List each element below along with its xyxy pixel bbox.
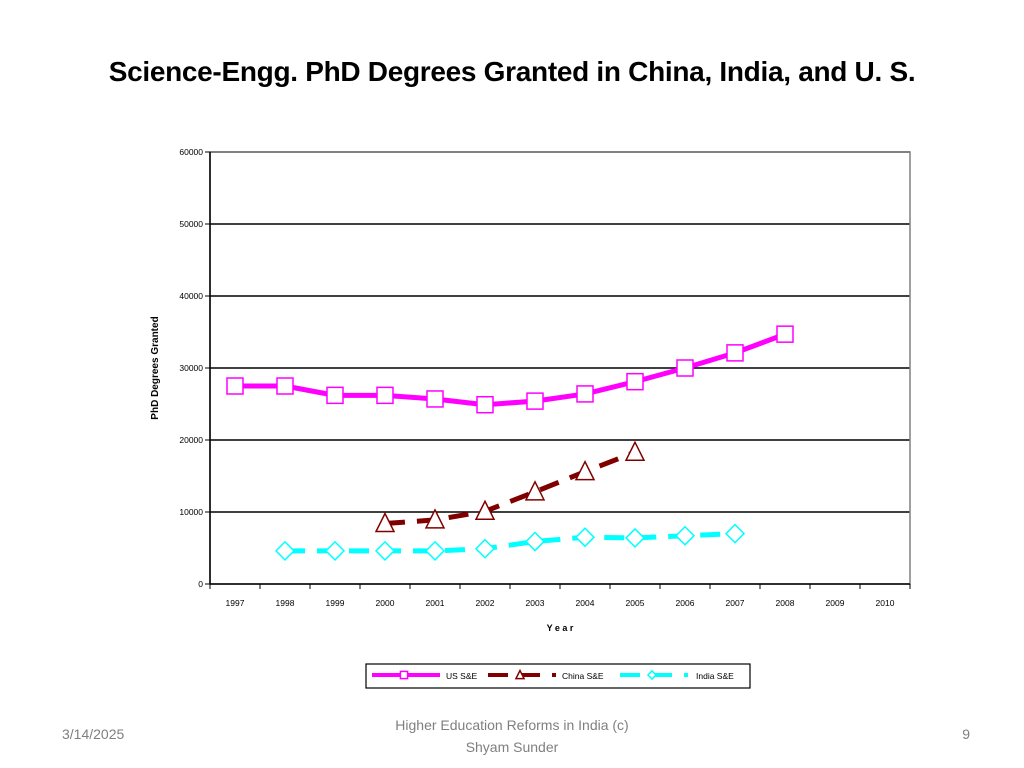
y-tick-label: 20000 (179, 435, 203, 445)
marker-diamond (724, 523, 746, 544)
series-us-s-e (226, 325, 794, 414)
marker-diamond (646, 669, 658, 681)
y-tick-label: 40000 (179, 291, 203, 301)
marker-triangle (514, 668, 526, 680)
page-number: 9 (962, 726, 970, 742)
axis-labels: 0 10000 20000 30000 40000 50000 60000 1997 1998 1… (150, 147, 895, 633)
legend-item: China S&E (488, 668, 604, 681)
y-tick-label: 10000 (179, 507, 203, 517)
footer-date: 3/14/2025 (62, 726, 125, 742)
marker-triangle (474, 499, 496, 521)
x-tick-label: 2000 (376, 598, 395, 608)
x-tick-label: 2005 (626, 598, 645, 608)
x-tick-label: 1998 (276, 598, 295, 608)
x-tick-label: 2007 (726, 598, 745, 608)
marker-diamond (374, 540, 396, 561)
marker-diamond (474, 538, 496, 559)
series-line (285, 531, 736, 554)
x-tick-label: 2001 (426, 598, 445, 608)
x-tick-label: 1999 (326, 598, 345, 608)
marker-square (399, 670, 409, 680)
footer-title-line: Higher Education Reforms in India (c) (395, 717, 629, 733)
series-india-s-e (274, 523, 746, 561)
legend-label: US S&E (446, 671, 478, 681)
marker-diamond (574, 527, 596, 548)
marker-diamond (624, 527, 646, 548)
y-tick-label: 0 (198, 579, 203, 589)
legend: US S&E China S&E India S&E (365, 663, 751, 689)
x-tick-label: 2006 (676, 598, 695, 608)
x-axis-title: Y e a r (547, 623, 574, 633)
marker-triangle (574, 460, 596, 481)
legend-label: China S&E (562, 671, 604, 681)
marker-triangle (524, 480, 546, 501)
slide-title: Science-Engg. PhD Degrees Granted in Chi… (108, 56, 916, 87)
marker-square (576, 385, 594, 403)
series-china-s-e (374, 440, 646, 533)
legend-item: US S&E (372, 670, 478, 681)
marker-diamond (324, 540, 346, 561)
footer-author-line: Shyam Sunder (465, 739, 559, 755)
marker-square (326, 386, 344, 405)
x-tick-label: 2010 (876, 598, 895, 608)
marker-triangle (374, 511, 396, 533)
legend-item: India S&E (620, 669, 734, 681)
marker-diamond (674, 525, 696, 546)
marker-square (376, 386, 394, 405)
marker-diamond (524, 531, 546, 552)
line-chart: 0 10000 20000 30000 40000 50000 60000 1997 1998 1… (150, 147, 911, 689)
marker-square (226, 377, 244, 395)
marker-diamond (274, 540, 296, 561)
marker-diamond (424, 540, 446, 561)
x-tick-label: 1997 (226, 598, 245, 608)
axes (205, 151, 911, 589)
legend-label: India S&E (696, 671, 734, 681)
x-tick-label: 2002 (476, 598, 495, 608)
y-tick-label: 30000 (179, 363, 203, 373)
gridlines (210, 151, 910, 513)
x-tick-label: 2008 (776, 598, 795, 608)
marker-square (776, 325, 794, 343)
marker-square (276, 377, 294, 395)
series-line (384, 449, 636, 527)
x-tick-label: 2009 (826, 598, 845, 608)
marker-square (626, 372, 644, 391)
marker-triangle (624, 440, 646, 461)
marker-square (676, 359, 694, 377)
marker-square (476, 395, 494, 414)
marker-square (426, 390, 444, 408)
x-tick-label: 2003 (526, 598, 545, 608)
series (226, 325, 794, 561)
y-axis-title: PhD Degrees Granted (150, 316, 161, 419)
footer-center: Higher Education Reforms in India (c) Sh… (362, 714, 662, 758)
marker-square (526, 392, 544, 410)
marker-square (726, 344, 744, 362)
x-tick-label: 2004 (576, 598, 595, 608)
marker-triangle (424, 508, 446, 529)
series-line (235, 331, 786, 408)
y-tick-label: 50000 (179, 219, 203, 229)
y-tick-label: 60000 (179, 147, 203, 157)
